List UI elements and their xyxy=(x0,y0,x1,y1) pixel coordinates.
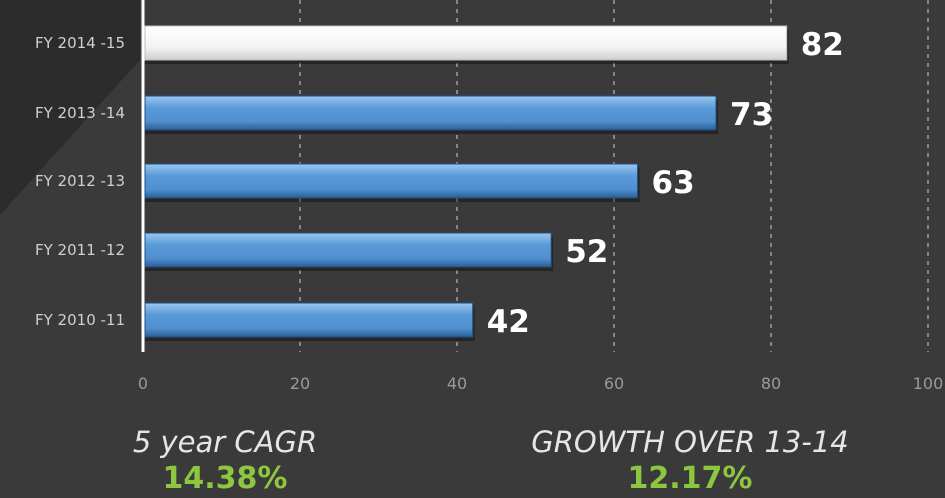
value-label: 63 xyxy=(652,165,695,201)
x-tick-label: 80 xyxy=(761,374,781,393)
value-label: 82 xyxy=(801,27,844,63)
bar xyxy=(144,25,788,61)
value-label: 52 xyxy=(565,234,608,270)
category-label: FY 2010 -11 xyxy=(35,311,125,329)
bar xyxy=(144,95,717,131)
cagr-value: 14.38% xyxy=(162,461,288,496)
x-tick-label: 100 xyxy=(913,374,944,393)
cagr-stat: 5 year CAGR 14.38% xyxy=(105,425,345,496)
x-tick-label: 20 xyxy=(290,374,310,393)
bar-chart: 0 20 40 60 80 100 FY 2014 -15 82 FY 2013 -14 73 F… xyxy=(35,0,944,393)
category-label: FY 2014 -15 xyxy=(35,34,125,52)
x-tick-label: 0 xyxy=(138,374,148,393)
growth-label: GROWTH OVER 13-14 xyxy=(531,425,849,459)
cagr-label: 5 year CAGR xyxy=(132,425,318,459)
category-label: FY 2012 -13 xyxy=(35,172,125,190)
category-label: FY 2013 -14 xyxy=(35,104,125,122)
x-tick-label: 60 xyxy=(604,374,624,393)
value-label: 73 xyxy=(730,97,773,133)
bar xyxy=(144,302,474,338)
category-label: FY 2011 -12 xyxy=(35,241,125,259)
bar xyxy=(144,163,639,199)
x-tick-label: 40 xyxy=(447,374,467,393)
bar xyxy=(144,232,552,268)
value-label: 42 xyxy=(487,304,530,340)
growth-value: 12.17% xyxy=(627,461,753,496)
growth-stat: GROWTH OVER 13-14 12.17% xyxy=(530,425,850,496)
